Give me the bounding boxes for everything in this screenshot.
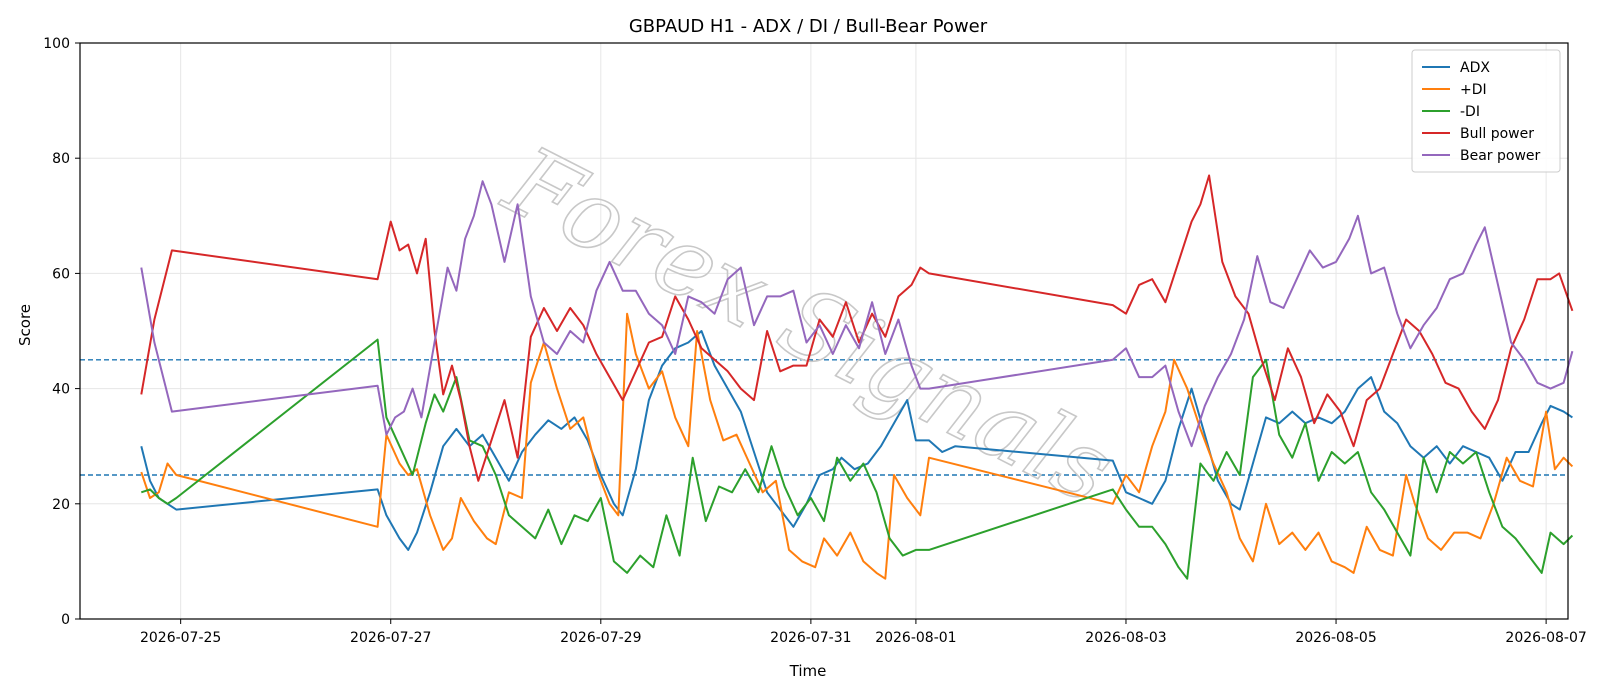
chart-title: GBPAUD H1 - ADX / DI / Bull-Bear Power xyxy=(629,16,988,37)
x-axis-ticks: 2026-07-25 2026-07-27 2026-07-29 2026-07-31… xyxy=(140,619,1587,646)
x-tick-label: 2026-07-27 xyxy=(350,630,431,646)
legend-label: Bull power xyxy=(1460,126,1534,142)
x-tick-label: 2026-08-07 xyxy=(1505,630,1586,646)
legend-box xyxy=(1411,49,1561,173)
legend-label: +DI xyxy=(1460,82,1487,98)
x-tick-label: 2026-07-29 xyxy=(560,630,641,646)
x-tick-label: 2026-07-25 xyxy=(140,630,221,646)
x-tick-label: 2026-07-31 xyxy=(770,630,851,646)
y-tick-label: 20 xyxy=(52,497,70,513)
x-tick-label: 2026-08-05 xyxy=(1295,630,1376,646)
x-axis-title: Time xyxy=(789,662,827,680)
legend: ADX +DI -DI Bull power Bear power xyxy=(1411,49,1561,173)
x-tick-label: 2026-08-01 xyxy=(875,630,956,646)
x-tick-label: 2026-08-03 xyxy=(1085,630,1166,646)
series-line-di xyxy=(140,312,1574,580)
series-line-bull-power xyxy=(140,174,1574,482)
legend-label: Bear power xyxy=(1460,148,1541,164)
y-axis-ticks: 0 20 40 60 80 100 xyxy=(43,36,80,628)
legend-label: ADX xyxy=(1460,60,1490,76)
y-tick-label: 40 xyxy=(52,382,70,398)
y-tick-label: 100 xyxy=(43,36,70,52)
series-line-di xyxy=(140,338,1574,580)
series-line-bear-power xyxy=(140,180,1574,448)
series-lines xyxy=(140,174,1574,580)
series-line-adx xyxy=(140,330,1573,551)
y-axis-title: Score xyxy=(16,304,34,346)
reference-lines xyxy=(80,359,1568,476)
y-tick-label: 0 xyxy=(61,612,70,628)
y-tick-label: 80 xyxy=(52,151,70,167)
plot-frame xyxy=(79,42,1569,620)
y-tick-label: 60 xyxy=(52,266,70,282)
legend-label: -DI xyxy=(1460,104,1480,120)
